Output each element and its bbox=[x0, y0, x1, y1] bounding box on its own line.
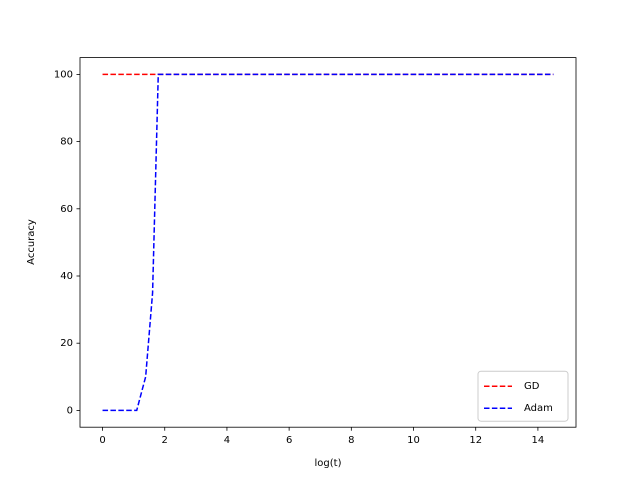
x-tick-label: 10 bbox=[407, 435, 420, 446]
x-tick-label: 8 bbox=[348, 435, 354, 446]
x-tick-label: 6 bbox=[286, 435, 292, 446]
legend-label: GD bbox=[524, 381, 540, 392]
y-tick-label: 20 bbox=[60, 338, 73, 349]
x-tick-label: 2 bbox=[162, 435, 168, 446]
x-tick-label: 4 bbox=[224, 435, 230, 446]
x-tick-label: 0 bbox=[99, 435, 105, 446]
y-tick-label: 60 bbox=[60, 204, 73, 215]
legend-box bbox=[477, 370, 569, 422]
y-tick-label: 100 bbox=[54, 69, 73, 80]
plot-frame bbox=[79, 57, 577, 428]
y-tick-label: 80 bbox=[60, 137, 73, 148]
y-tick-label: 40 bbox=[60, 271, 73, 282]
x-tick-label: 14 bbox=[532, 435, 545, 446]
x-tick-label: 12 bbox=[469, 435, 482, 446]
x-axis-label: log(t) bbox=[315, 458, 342, 469]
legend-label: Adam bbox=[524, 403, 553, 414]
data-line bbox=[102, 73, 554, 412]
y-axis-label: Accuracy bbox=[26, 219, 37, 265]
y-tick-label: 0 bbox=[67, 405, 73, 416]
